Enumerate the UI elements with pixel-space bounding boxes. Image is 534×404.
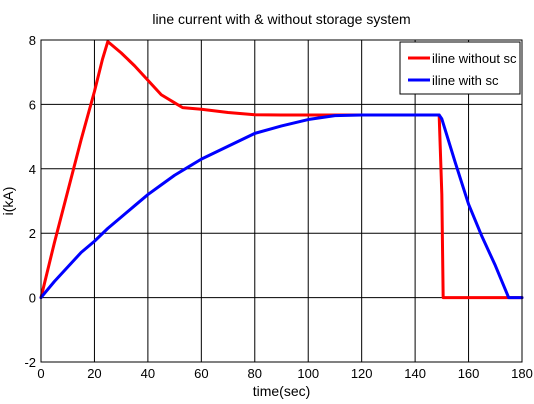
legend-label-without-sc: iline without sc [432,51,517,66]
x-tick-label: 140 [404,366,426,381]
plot-frame [40,39,523,363]
x-tick-label: 0 [37,366,44,381]
y-tick-label: 6 [29,97,36,112]
y-tick-label: 4 [29,162,36,177]
x-tick-label: 180 [511,366,533,381]
y-tick-label: -2 [24,355,36,370]
y-axis-label: i(kA) [0,187,16,216]
series-line-without-sc [39,40,524,300]
x-tick-label: 120 [351,366,373,381]
x-axis-label: time(sec) [253,383,311,399]
legend-box [399,41,521,95]
x-tick-label: 60 [194,366,208,381]
x-tick-label: 20 [87,366,101,381]
series-line-with-sc [39,113,524,300]
legend-label-with-sc: iline with sc [432,73,499,88]
y-tick-label: 2 [29,226,36,241]
y-tick-label: 8 [29,33,36,48]
x-tick-label: 160 [458,366,480,381]
chart-title: line current with & without storage syst… [152,11,410,27]
y-tick-label: 0 [29,291,36,306]
x-tick-label: 40 [141,366,155,381]
x-tick-label: 100 [297,366,319,381]
series-layer [39,40,524,300]
x-tick-label: 80 [248,366,262,381]
legend: iline without sc iline with sc [399,41,521,95]
